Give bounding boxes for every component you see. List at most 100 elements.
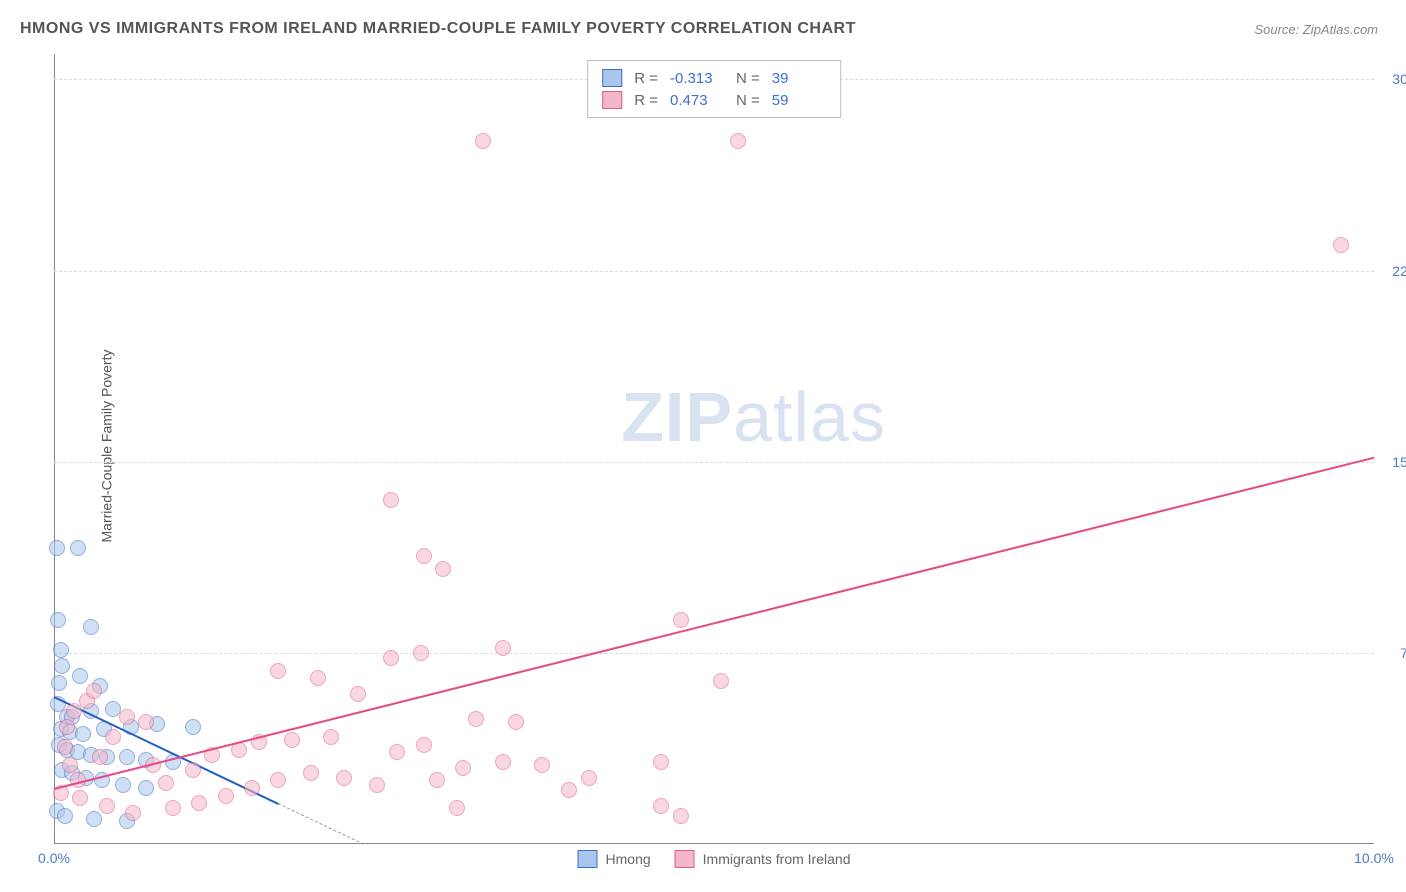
source-label: Source: ZipAtlas.com: [1254, 22, 1378, 37]
data-point: [105, 729, 121, 745]
data-point: [59, 719, 75, 735]
data-point: [449, 800, 465, 816]
data-point: [191, 795, 207, 811]
data-point: [495, 640, 511, 656]
data-point: [99, 798, 115, 814]
chart-area: ZIPatlas 7.5%15.0%22.5%30.0%0.0%10.0% R …: [54, 54, 1374, 844]
data-point: [561, 782, 577, 798]
data-point: [50, 612, 66, 628]
data-point: [383, 650, 399, 666]
data-point: [336, 770, 352, 786]
r-value-1: 0.473: [670, 92, 724, 109]
data-point: [125, 805, 141, 821]
y-tick-label: 7.5%: [1400, 645, 1406, 661]
data-point: [1333, 237, 1349, 253]
gridline: [54, 271, 1374, 272]
data-point: [51, 675, 67, 691]
data-point: [429, 772, 445, 788]
trend-line: [54, 457, 1374, 790]
data-point: [284, 732, 300, 748]
n-label: N =: [736, 70, 760, 87]
swatch-series-1: [602, 91, 622, 109]
data-point: [350, 686, 366, 702]
n-value-0: 39: [772, 70, 826, 87]
trend-line: [278, 803, 364, 845]
r-value-0: -0.313: [670, 70, 724, 87]
swatch-series-0: [602, 69, 622, 87]
data-point: [310, 670, 326, 686]
data-point: [653, 798, 669, 814]
data-point: [413, 645, 429, 661]
n-label: N =: [736, 92, 760, 109]
legend-item: Immigrants from Ireland: [675, 850, 851, 868]
data-point: [303, 765, 319, 781]
legend-label-0: Hmong: [606, 851, 651, 867]
data-point: [508, 714, 524, 730]
data-point: [72, 790, 88, 806]
data-point: [185, 762, 201, 778]
x-tick-label: 0.0%: [38, 850, 70, 866]
y-tick-label: 22.5%: [1392, 263, 1406, 279]
data-point: [435, 561, 451, 577]
r-label: R =: [634, 92, 658, 109]
data-point: [389, 744, 405, 760]
data-point: [138, 714, 154, 730]
data-point: [83, 619, 99, 635]
data-point: [713, 673, 729, 689]
data-point: [270, 772, 286, 788]
data-point: [244, 780, 260, 796]
data-point: [115, 777, 131, 793]
data-point: [468, 711, 484, 727]
stats-row: R = 0.473 N = 59: [602, 89, 826, 111]
gridline: [54, 653, 1374, 654]
data-point: [416, 548, 432, 564]
data-point: [653, 754, 669, 770]
data-point: [92, 749, 108, 765]
legend-item: Hmong: [578, 850, 651, 868]
data-point: [49, 540, 65, 556]
x-tick-label: 10.0%: [1354, 850, 1394, 866]
data-point: [323, 729, 339, 745]
data-point: [495, 754, 511, 770]
n-value-1: 59: [772, 92, 826, 109]
gridline: [54, 462, 1374, 463]
data-point: [86, 683, 102, 699]
data-point: [158, 775, 174, 791]
data-point: [62, 757, 78, 773]
data-point: [416, 737, 432, 753]
plot-layer: 7.5%15.0%22.5%30.0%0.0%10.0%: [54, 54, 1374, 844]
data-point: [66, 703, 82, 719]
legend: Hmong Immigrants from Ireland: [578, 850, 851, 868]
stats-row: R = -0.313 N = 39: [602, 67, 826, 89]
r-label: R =: [634, 70, 658, 87]
data-point: [70, 540, 86, 556]
y-tick-label: 30.0%: [1392, 71, 1406, 87]
data-point: [119, 709, 135, 725]
data-point: [72, 668, 88, 684]
data-point: [57, 808, 73, 824]
data-point: [53, 642, 69, 658]
chart-title: HMONG VS IMMIGRANTS FROM IRELAND MARRIED…: [20, 20, 856, 38]
data-point: [138, 780, 154, 796]
data-point: [86, 811, 102, 827]
legend-label-1: Immigrants from Ireland: [703, 851, 851, 867]
data-point: [673, 612, 689, 628]
data-point: [119, 749, 135, 765]
y-tick-label: 15.0%: [1392, 454, 1406, 470]
data-point: [581, 770, 597, 786]
data-point: [270, 663, 286, 679]
data-point: [383, 492, 399, 508]
data-point: [54, 658, 70, 674]
data-point: [75, 726, 91, 742]
swatch-series-0: [578, 850, 598, 868]
data-point: [57, 739, 73, 755]
swatch-series-1: [675, 850, 695, 868]
data-point: [218, 788, 234, 804]
data-point: [673, 808, 689, 824]
data-point: [475, 133, 491, 149]
data-point: [534, 757, 550, 773]
data-point: [369, 777, 385, 793]
data-point: [185, 719, 201, 735]
data-point: [455, 760, 471, 776]
stats-box: R = -0.313 N = 39 R = 0.473 N = 59: [587, 60, 841, 118]
